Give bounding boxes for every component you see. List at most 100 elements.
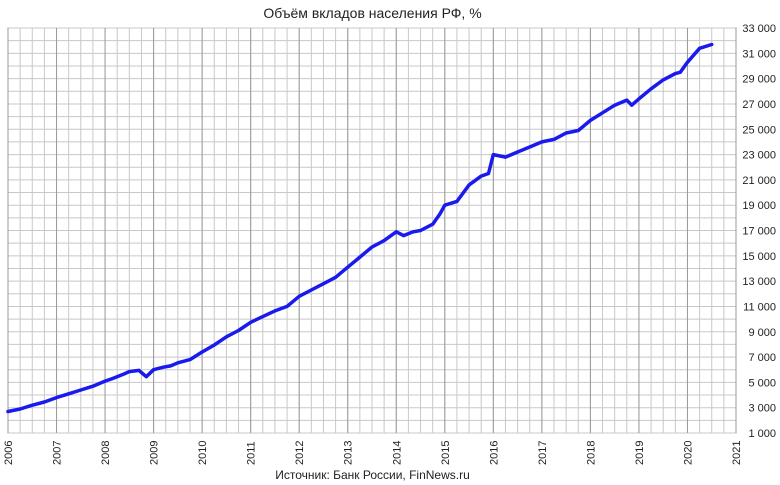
y-tick-label: 21 000 [742,175,776,187]
data-point [698,46,702,50]
data-point [55,396,59,400]
x-tick-label: 2006 [3,441,15,465]
data-point [443,203,447,207]
data-point [637,97,641,101]
x-tick-label: 2009 [149,441,161,465]
data-point [169,364,173,368]
x-tick-label: 2010 [197,441,209,465]
y-tick-label: 27 000 [742,99,776,111]
data-point [261,315,265,319]
data-point [479,174,483,178]
data-point [200,350,204,354]
x-tick-label: 2013 [343,441,355,465]
data-point [321,282,325,286]
x-tick-label: 2021 [731,441,743,465]
data-point [334,275,338,279]
data-point [127,370,131,374]
data-point [212,343,216,347]
x-tick-label: 2020 [682,441,694,465]
data-point [30,403,34,407]
data-point [137,368,141,372]
y-tick-label: 29 000 [742,74,776,86]
data-point [6,409,10,413]
data-point [630,103,634,107]
data-point [552,137,556,141]
data-point [678,70,682,74]
data-point [224,335,228,339]
data-point [402,234,406,238]
data-point [18,407,22,411]
data-point [103,379,107,383]
data-point [528,145,532,149]
data-point [79,388,83,392]
data-point [455,199,459,203]
y-axis-labels: 1 000 3 000 5 000 7 000 9 000 11 000 13 000 15 … [742,23,776,440]
data-point [419,229,423,232]
y-tick-label: 15 000 [742,251,776,263]
data-point [188,358,192,362]
x-tick-label: 2014 [391,441,403,465]
y-tick-label: 5 000 [748,377,776,389]
data-point [467,183,471,187]
data-point [438,212,442,216]
data-point [491,153,495,157]
grid-minor [7,27,737,434]
series-group [6,42,714,414]
data-point [673,72,677,76]
y-tick-label: 3 000 [748,403,776,415]
y-tick-label: 13 000 [742,276,776,288]
data-point [42,400,46,404]
x-tick-label: 2008 [100,441,112,465]
data-point [625,98,629,102]
x-tick-label: 2019 [634,441,646,465]
data-point [370,245,374,249]
data-point [431,222,435,226]
data-point [516,150,520,154]
data-point [237,328,241,332]
data-point [685,60,689,64]
data-point [564,131,568,135]
y-tick-label: 1 000 [748,428,776,440]
data-point [613,103,617,107]
x-tick-label: 2011 [246,441,258,465]
data-point [309,288,313,292]
y-tick-label: 19 000 [742,200,776,212]
data-point [273,309,277,313]
x-axis-labels: 2006 2007 2008 2009 2010 2011 2012 2013 2014 2015… [3,441,743,465]
data-point [120,373,124,377]
y-tick-label: 11 000 [743,301,776,313]
data-point [540,140,544,144]
x-tick-label: 2016 [488,441,500,465]
y-tick-label: 31 000 [742,48,776,60]
data-point [144,375,148,379]
x-tick-label: 2015 [440,441,452,465]
data-point [67,392,71,396]
y-tick-label: 7 000 [748,352,776,364]
data-point [110,377,114,381]
data-point [394,230,398,234]
chart-title: Объём вкладов населения РФ, % [263,5,482,21]
data-point [249,320,253,324]
data-point [710,42,714,46]
data-point [152,368,156,372]
source-caption: Источник: Банк России, FinNews.ru [275,468,470,482]
line-chart: 1 000 3 000 5 000 7 000 9 000 11 000 13 000 15 … [3,23,776,465]
data-point [411,230,415,234]
data-point [285,304,289,308]
data-point [576,129,580,133]
data-point [176,361,180,365]
data-point [588,118,592,122]
data-point [346,265,350,269]
data-point [91,384,95,388]
data-point [649,87,653,91]
data-point [486,172,490,176]
y-tick-label: 23 000 [742,150,776,162]
x-tick-label: 2007 [52,441,64,465]
data-point [601,111,605,115]
y-tick-label: 17 000 [742,226,776,238]
data-point [161,365,165,369]
data-point [358,255,362,259]
y-tick-label: 25 000 [742,124,776,136]
data-point [503,155,507,159]
x-tick-label: 2012 [294,441,306,465]
